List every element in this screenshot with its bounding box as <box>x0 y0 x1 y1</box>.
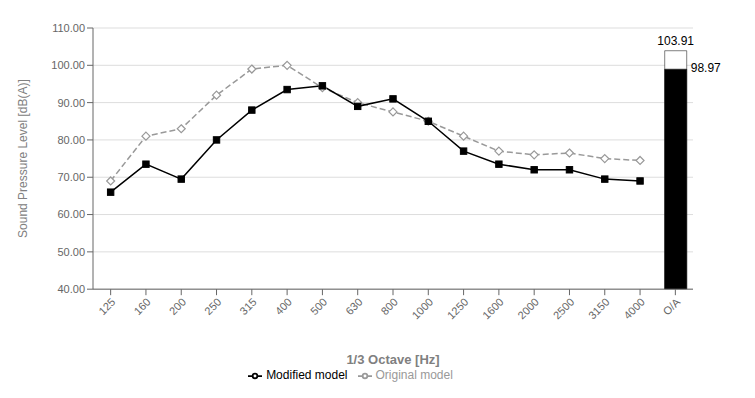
svg-text:100.00: 100.00 <box>51 59 85 71</box>
svg-text:103.91: 103.91 <box>657 34 694 48</box>
svg-text:3150: 3150 <box>586 296 612 322</box>
svg-text:50.00: 50.00 <box>57 246 85 258</box>
svg-text:70.00: 70.00 <box>57 171 85 183</box>
svg-text:315: 315 <box>237 296 258 317</box>
svg-text:160: 160 <box>131 296 152 317</box>
svg-text:630: 630 <box>343 296 364 317</box>
svg-text:400: 400 <box>273 296 294 317</box>
svg-text:250: 250 <box>202 296 223 317</box>
svg-text:500: 500 <box>308 296 329 317</box>
html-text:Original model: Original model <box>375 368 453 383</box>
svg-text:200: 200 <box>167 296 188 317</box>
svg-text:1/3 Octave [Hz]: 1/3 Octave [Hz] <box>346 352 439 367</box>
svg-text:80.00: 80.00 <box>57 134 85 146</box>
svg-text:90.00: 90.00 <box>57 97 85 109</box>
svg-text:Sound Pressure Level [dB(A)]: Sound Pressure Level [dB(A)] <box>16 79 30 238</box>
svg-text:1000: 1000 <box>409 296 435 322</box>
svg-text:60.00: 60.00 <box>57 208 85 220</box>
svg-text:110.00: 110.00 <box>52 22 85 34</box>
svg-text:98.97: 98.97 <box>691 61 721 75</box>
svg-text:O/A: O/A <box>660 295 682 317</box>
svg-text:40.00: 40.00 <box>57 283 85 295</box>
svg-text:2000: 2000 <box>515 296 541 322</box>
html-text:Modified model: Modified model <box>266 368 348 383</box>
svg-text:2500: 2500 <box>551 296 577 322</box>
svg-text:800: 800 <box>378 296 399 317</box>
svg-text:1600: 1600 <box>480 296 506 322</box>
svg-text:4000: 4000 <box>621 296 647 322</box>
svg-text:125: 125 <box>96 296 117 317</box>
svg-text:1250: 1250 <box>445 296 471 322</box>
